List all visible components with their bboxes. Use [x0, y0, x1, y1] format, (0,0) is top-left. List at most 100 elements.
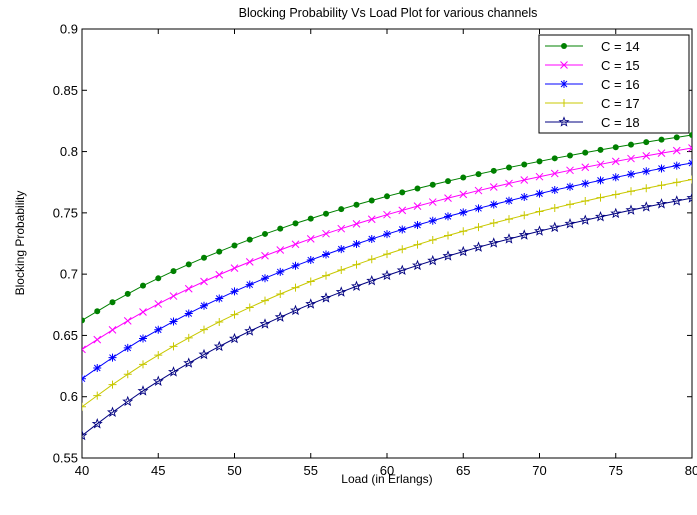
data-point: [352, 260, 361, 269]
data-point: [244, 325, 256, 336]
data-point: [549, 221, 561, 233]
data-point: [276, 267, 285, 276]
data-point: [320, 292, 332, 303]
data-point: [276, 289, 285, 298]
y-tick-label: 0.75: [53, 205, 78, 220]
x-tick-label: 50: [227, 463, 241, 478]
data-point: [643, 139, 650, 146]
data-point: [428, 198, 437, 206]
y-tick-label: 0.8: [60, 144, 78, 159]
data-point: [154, 351, 163, 360]
data-point: [184, 333, 193, 342]
data-point: [368, 197, 375, 204]
data-point: [322, 250, 330, 259]
data-point: [337, 245, 346, 254]
data-point: [169, 292, 178, 300]
y-tick-label: 0.85: [53, 83, 78, 98]
x-axis-ticks: 40 45 50 55 60 65 70 75 80: [75, 29, 697, 478]
data-point: [366, 274, 378, 286]
data-point: [108, 326, 117, 334]
data-point: [550, 186, 559, 195]
data-point: [381, 269, 393, 281]
y-axis-title: Blocking Probability: [13, 191, 27, 296]
data-point: [215, 294, 224, 303]
y-tick-label: 0.55: [53, 451, 78, 466]
data-point: [611, 190, 620, 199]
data-point: [429, 181, 436, 188]
data-point: [459, 190, 468, 199]
data-point: [581, 196, 590, 205]
data-point: [154, 300, 163, 308]
data-point: [170, 268, 177, 275]
y-tick-label: 0.7: [60, 267, 78, 282]
data-point: [518, 229, 530, 240]
data-point: [231, 242, 238, 249]
y-axis-ticks: 0.55 0.6 0.65 0.7 0.75 0.8 0.85 0.9: [53, 22, 692, 466]
data-point: [352, 239, 361, 248]
data-point: [108, 380, 117, 389]
data-point: [230, 287, 239, 296]
legend-item: C = 16: [545, 77, 640, 92]
data-point: [337, 265, 346, 274]
data-point: [274, 311, 286, 322]
data-point: [566, 182, 574, 191]
x-tick-label: 55: [304, 463, 318, 478]
data-point: [686, 192, 692, 203]
series-1: [82, 132, 692, 324]
data-point: [122, 395, 134, 407]
series-2: [82, 144, 692, 354]
data-point: [611, 157, 620, 166]
chart-title: Blocking Probability Vs Load Plot for va…: [239, 6, 538, 20]
series-3: [82, 158, 692, 383]
data-point: [413, 240, 422, 249]
data-point: [536, 158, 543, 165]
data-point: [473, 241, 484, 252]
data-point: [109, 299, 116, 306]
data-point: [337, 224, 346, 233]
data-point: [428, 216, 437, 225]
data-point: [398, 206, 407, 215]
series-layer: [82, 132, 692, 441]
data-point: [445, 178, 451, 185]
data-point: [567, 152, 573, 159]
data-point: [230, 310, 239, 319]
data-point: [201, 254, 207, 261]
data-point: [230, 264, 239, 272]
data-point: [352, 220, 361, 228]
data-point: [383, 210, 391, 219]
data-point: [444, 231, 452, 240]
data-point: [292, 220, 299, 227]
data-point: [262, 230, 268, 237]
data-point: [657, 164, 666, 173]
data-point: [550, 169, 559, 178]
data-point: [338, 206, 345, 213]
data-point: [213, 340, 225, 352]
data-point: [155, 275, 162, 282]
data-point: [612, 144, 619, 151]
data-point: [107, 406, 118, 417]
data-point: [94, 308, 101, 315]
data-point: [535, 172, 544, 181]
data-point: [93, 364, 102, 373]
data-point: [291, 240, 300, 249]
x-tick-label: 70: [532, 463, 546, 478]
data-point: [215, 317, 224, 326]
data-point: [414, 185, 421, 192]
data-point: [628, 141, 634, 148]
data-point: [123, 343, 132, 352]
data-point: [200, 325, 208, 334]
data-point: [582, 149, 589, 156]
data-point: [82, 345, 86, 354]
data-point: [108, 353, 117, 362]
data-point: [124, 290, 131, 297]
data-point: [277, 225, 284, 232]
x-tick-label: 40: [75, 463, 89, 478]
legend-item: C = 18: [545, 115, 640, 130]
data-point: [291, 283, 300, 292]
data-point: [82, 374, 86, 383]
data-point: [534, 225, 545, 236]
data-point: [246, 236, 253, 243]
data-point: [475, 171, 482, 178]
x-tick-label: 45: [151, 463, 165, 478]
legend-label: C = 16: [601, 77, 640, 92]
